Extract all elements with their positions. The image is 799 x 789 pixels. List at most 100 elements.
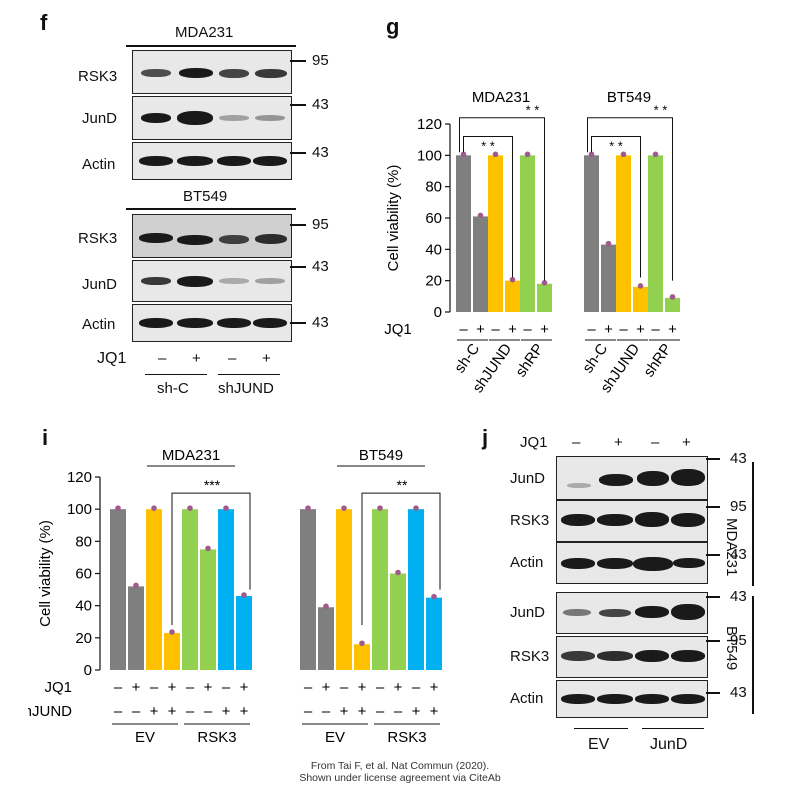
bar bbox=[426, 597, 442, 670]
data-point bbox=[460, 151, 467, 158]
shjund-mark: + bbox=[430, 703, 439, 720]
jq1-mark: – bbox=[340, 679, 349, 696]
shjund-mark: – bbox=[132, 703, 141, 720]
western-blot-actin-bt549-j bbox=[556, 680, 708, 718]
data-point bbox=[669, 294, 676, 300]
y-axis-label: Cell viability (%) bbox=[37, 520, 54, 627]
western-blot-rsk3-bt549-j bbox=[556, 636, 708, 678]
bar bbox=[408, 509, 424, 670]
blot-label-jund: JunD bbox=[82, 276, 118, 293]
blot-label-rsk3: RSK3 bbox=[510, 512, 550, 529]
data-point bbox=[620, 151, 627, 158]
jq1-mark: + bbox=[192, 350, 201, 367]
jq1-mark: + bbox=[668, 321, 677, 338]
group-label: shRP bbox=[640, 341, 675, 381]
significance-bracket bbox=[459, 117, 545, 281]
jq1-mark: + bbox=[168, 679, 177, 696]
bar bbox=[372, 509, 388, 670]
jq1-mark: – bbox=[651, 321, 660, 338]
panel-letter-i: i bbox=[42, 425, 49, 450]
significance-marker: *** bbox=[204, 477, 221, 493]
significance-bracket bbox=[463, 136, 513, 278]
data-point bbox=[431, 593, 437, 600]
y-tick-label: 100 bbox=[67, 501, 92, 518]
bar bbox=[200, 549, 216, 670]
mw-marker: 43 bbox=[312, 314, 329, 331]
data-point bbox=[115, 505, 121, 511]
cell-line-label-bt549-j: BT549 bbox=[723, 626, 740, 671]
shjund-mark: + bbox=[150, 703, 159, 720]
jq1-mark: – bbox=[619, 321, 628, 338]
jq1-mark: + bbox=[682, 434, 691, 451]
jq1-mark: – bbox=[186, 679, 195, 696]
credit-line-2: Shown under license agreement via CiteAb bbox=[299, 772, 501, 784]
blot-label-rsk3: RSK3 bbox=[78, 230, 118, 247]
y-tick-label: 20 bbox=[425, 273, 442, 290]
y-tick-label: 100 bbox=[417, 147, 442, 164]
mw-marker: 43 bbox=[730, 450, 747, 467]
group-label: EV bbox=[325, 729, 345, 746]
shjund-mark: – bbox=[114, 703, 123, 720]
blot-label-jund: JunD bbox=[510, 604, 546, 621]
data-point bbox=[652, 151, 659, 158]
data-point bbox=[492, 151, 499, 158]
y-tick-label: 0 bbox=[434, 304, 442, 321]
shjund-mark: – bbox=[304, 703, 313, 720]
data-point bbox=[187, 505, 193, 511]
bar bbox=[128, 586, 144, 670]
western-blot-rsk3-bt549 bbox=[132, 214, 292, 258]
western-blot-jund-bt549-j bbox=[556, 592, 708, 634]
shjund-mark: + bbox=[412, 703, 421, 720]
significance-bracket bbox=[361, 492, 441, 625]
data-point bbox=[241, 592, 247, 598]
y-tick-label: 0 bbox=[84, 662, 92, 679]
jq1-mark: + bbox=[604, 321, 613, 338]
western-blot-rsk3-mda231 bbox=[132, 50, 292, 94]
jq1-mark: + bbox=[322, 679, 331, 696]
data-point bbox=[341, 505, 347, 511]
group-label-jund: JunD bbox=[650, 736, 688, 753]
panel-letter-g: g bbox=[386, 14, 400, 39]
group-label: sh-C bbox=[451, 340, 483, 376]
significance-marker: * * bbox=[481, 139, 495, 154]
shjund-mark: + bbox=[340, 703, 349, 720]
significance-bracket bbox=[587, 117, 673, 281]
jq1-label: JQ1 bbox=[44, 679, 72, 696]
chart-subtitle: MDA231 bbox=[162, 447, 220, 464]
significance-marker: * * bbox=[526, 103, 540, 118]
mw-marker: 43 bbox=[312, 258, 329, 275]
group-label-sh-c: sh-C bbox=[157, 380, 189, 397]
bar bbox=[390, 573, 406, 670]
bar bbox=[633, 286, 648, 312]
jq1-label: JQ1 bbox=[520, 434, 548, 451]
shjund-mark: – bbox=[376, 703, 385, 720]
jq1-mark: – bbox=[228, 350, 237, 367]
bar bbox=[354, 644, 370, 670]
western-blot-actin-mda231-j bbox=[556, 542, 708, 584]
bar bbox=[616, 155, 631, 312]
data-point bbox=[477, 212, 484, 219]
western-blot-jund-bt549 bbox=[132, 260, 292, 302]
y-axis-label: Cell viability (%) bbox=[385, 165, 402, 272]
jq1-mark: – bbox=[222, 679, 231, 696]
y-tick-label: 60 bbox=[425, 210, 442, 227]
jq1-mark: + bbox=[614, 434, 623, 451]
mw-marker: 43 bbox=[312, 144, 329, 161]
bar bbox=[505, 280, 520, 312]
shjund-label: shJUND bbox=[28, 703, 72, 720]
blot-label-jund: JunD bbox=[82, 110, 118, 127]
jq1-mark: – bbox=[376, 679, 385, 696]
shjund-mark: – bbox=[186, 703, 195, 720]
jq1-label: JQ1 bbox=[97, 350, 127, 367]
y-tick-label: 120 bbox=[417, 116, 442, 133]
data-point bbox=[151, 505, 157, 511]
cell-line-label-mda231: MDA231 bbox=[175, 24, 234, 41]
y-tick-label: 120 bbox=[67, 469, 92, 486]
blot-label-actin: Actin bbox=[82, 316, 116, 333]
data-point bbox=[133, 582, 139, 589]
mw-marker: 95 bbox=[312, 52, 329, 69]
shjund-mark: + bbox=[358, 703, 367, 720]
jq1-mark: – bbox=[523, 321, 532, 338]
data-point bbox=[205, 545, 211, 552]
bar bbox=[318, 607, 334, 670]
